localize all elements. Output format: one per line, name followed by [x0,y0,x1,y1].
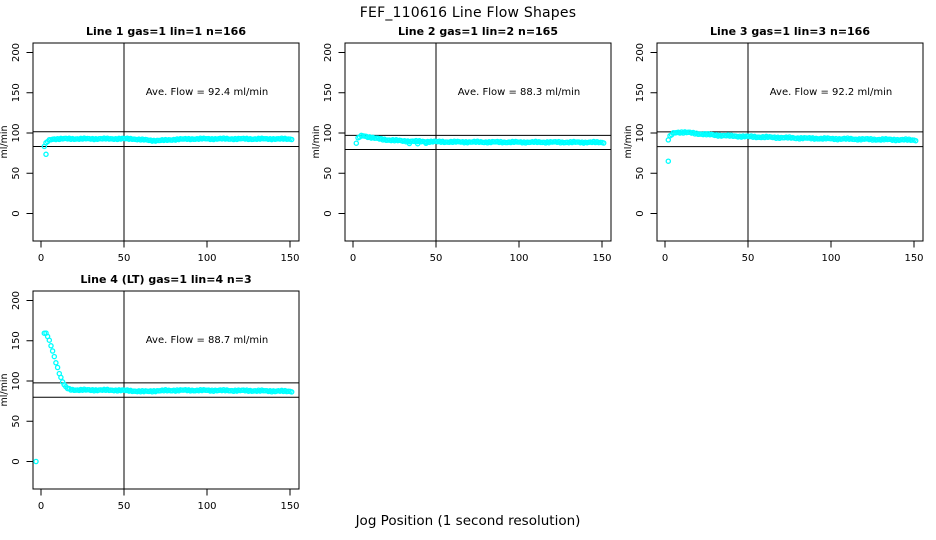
average-flow-annotation: Ave. Flow = 88.3 ml/min [458,87,580,98]
panel-1-chart: Line 1 gas=1 lin=1 n=166 0 50 100 150 200 ml/m… [0,25,300,264]
reference-lines [33,43,299,241]
panel-title: Line 3 gas=1 lin=3 n=166 [710,25,870,38]
x-tick-label: 100 [821,253,840,264]
y-axis: 0 50 100 150 200 ml/min [0,43,33,217]
y-axis-title: ml/min [624,125,634,158]
y-axis-title: ml/min [0,373,10,406]
x-tick-label: 100 [509,253,528,264]
y-axis: 0 50 100 150 200 ml/min [0,291,33,465]
x-tick-label: 150 [904,253,923,264]
x-tick-label: 0 [38,501,44,512]
y-tick-label: 0 [11,210,22,216]
y-tick-label: 200 [11,43,22,62]
data-points [41,135,295,158]
y-tick-label: 0 [635,210,646,216]
average-flow-annotation: Ave. Flow = 92.4 ml/min [146,87,268,98]
x-tick-label: 50 [742,253,755,264]
panel-2-chart: Line 2 gas=1 lin=2 n=165 0 50 100 150 200 ml/m… [312,25,612,264]
y-axis: 0 50 100 150 200 ml/min [312,43,345,217]
panel-line-3: Line 3 gas=1 lin=3 n=166 0 50 100 150 200 ml/m… [624,20,936,268]
x-axis: 0 50 100 150 [662,241,924,264]
y-tick-label: 150 [11,83,22,102]
y-tick-label: 50 [11,167,22,180]
y-tick-label: 50 [11,415,22,428]
y-axis-title: ml/min [312,125,322,158]
panel-title: Line 1 gas=1 lin=1 n=166 [86,25,246,38]
y-tick-label: 0 [11,458,22,464]
x-axis: 0 50 100 150 [38,489,300,512]
x-tick-label: 150 [592,253,611,264]
y-tick-label: 100 [11,371,22,390]
x-tick-label: 0 [38,253,44,264]
y-axis-title: ml/min [0,125,10,158]
y-tick-label: 100 [323,123,334,142]
y-tick-label: 0 [323,210,334,216]
x-tick-label: 0 [350,253,356,264]
average-flow-annotation: Ave. Flow = 88.7 ml/min [146,335,268,346]
x-tick-label: 100 [197,501,216,512]
x-tick-label: 150 [280,501,299,512]
plot-box [656,42,924,242]
panel-4-chart: Line 4 (LT) gas=1 lin=4 n=3 0 50 100 150 200 m… [0,273,300,512]
y-tick-label: 100 [11,123,22,142]
data-points [665,129,919,164]
y-tick-label: 200 [323,43,334,62]
y-tick-label: 50 [635,167,646,180]
y-tick-label: 100 [635,123,646,142]
x-axis: 0 50 100 150 [350,241,612,264]
x-tick-label: 50 [430,253,443,264]
y-tick-label: 150 [11,331,22,350]
y-tick-label: 150 [323,83,334,102]
plot-box [32,42,300,242]
x-tick-label: 100 [197,253,216,264]
average-flow-annotation: Ave. Flow = 92.2 ml/min [770,87,892,98]
y-tick-label: 50 [323,167,334,180]
x-tick-label: 0 [662,253,668,264]
panel-title: Line 2 gas=1 lin=2 n=165 [398,25,558,38]
panel-line-4: Line 4 (LT) gas=1 lin=4 n=3 0 50 100 150 200 m… [0,268,312,516]
y-tick-label: 200 [635,43,646,62]
page-title: FEF_110616 Line Flow Shapes [359,5,577,21]
y-tick-label: 150 [635,83,646,102]
x-axis: 0 50 100 150 [38,241,300,264]
x-tick-label: 50 [118,501,131,512]
plot-box [344,42,612,242]
panel-3-chart: Line 3 gas=1 lin=3 n=166 0 50 100 150 200 ml/m… [624,25,924,264]
data-points [353,132,607,147]
y-tick-label: 200 [11,291,22,310]
data-points [33,330,295,465]
plot-box [32,290,300,490]
x-axis-title: Jog Position (1 second resolution) [355,513,581,529]
panel-line-1: Line 1 gas=1 lin=1 n=166 0 50 100 150 200 ml/m… [0,20,312,268]
panel-line-2: Line 2 gas=1 lin=2 n=165 0 50 100 150 200 ml/m… [312,20,624,268]
x-tick-label: 50 [118,253,131,264]
y-axis: 0 50 100 150 200 ml/min [624,43,657,217]
panel-title: Line 4 (LT) gas=1 lin=4 n=3 [80,273,251,286]
x-tick-label: 150 [280,253,299,264]
